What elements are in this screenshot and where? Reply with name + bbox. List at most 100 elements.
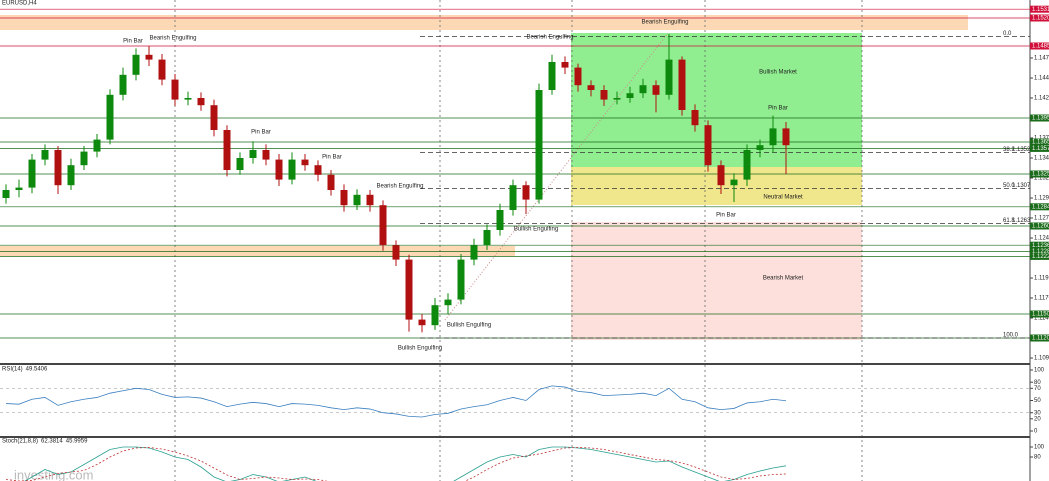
y-tick-label: 1.1095 [1034, 356, 1049, 362]
fib-level: 38.2 [1003, 147, 1015, 153]
level-label: 1.1357 [1032, 146, 1049, 152]
y-tick-label: 100 [1034, 445, 1045, 451]
candle-body [769, 128, 777, 146]
candle-body [392, 245, 400, 260]
candle-body [28, 159, 36, 188]
pattern-annotation: Pin Bar [123, 39, 143, 45]
level-label: 1.1228 [1032, 249, 1049, 255]
level-label: 1.1120 [1032, 336, 1049, 342]
pattern-annotation: Bearish Engulfing [526, 35, 573, 41]
y-tick-label: 1.1470 [1034, 56, 1049, 62]
candle-body [678, 59, 686, 110]
candle-body [457, 259, 465, 300]
level-label: 1.1395 [1032, 116, 1049, 122]
indicator-label: Stoch(21,8,8) [2, 439, 38, 445]
level-tag [1030, 203, 1049, 211]
candle-body [665, 59, 673, 95]
candle-body [145, 54, 153, 60]
candle-body [197, 98, 205, 106]
level-label: 1.1325 [1032, 172, 1049, 178]
level-tag [1030, 334, 1049, 342]
level-tag [1030, 222, 1049, 230]
candle-body [171, 79, 179, 100]
candle-body [522, 185, 530, 200]
candle-body [626, 93, 634, 98]
indicator-label: 45.9959 [66, 439, 88, 445]
y-tick-label: 1.1145 [1034, 316, 1049, 322]
indicator-line [24, 446, 787, 481]
indicator-label: 62.3814 [41, 439, 63, 445]
pattern-annotation: Pin Bar [716, 213, 736, 219]
candle-body [106, 94, 114, 140]
candle-body [184, 98, 192, 100]
candle-body [561, 62, 569, 68]
candle-body [41, 150, 49, 160]
y-tick-label: 100 [1034, 368, 1045, 374]
indicator-label: 49.5406 [26, 367, 48, 373]
y-tick-label: 80 [1034, 380, 1041, 386]
level-tag [1030, 5, 1049, 13]
candle-body [80, 151, 88, 166]
fib-level: 100.0 [1003, 333, 1019, 339]
candle-body [249, 150, 257, 158]
candle-body [639, 85, 647, 94]
indicator-line [5, 447, 787, 481]
candle-body [353, 194, 361, 206]
candle-body [470, 245, 478, 260]
level-tag [1030, 248, 1049, 256]
level-label: 1.1150 [1032, 312, 1049, 318]
candle-body [574, 67, 582, 86]
level-tag [1030, 42, 1049, 50]
pattern-annotation: Pin Bar [322, 155, 342, 161]
candle-body [717, 165, 725, 186]
neutral-zone [571, 167, 862, 205]
pattern-annotation: Bearish Market [763, 276, 804, 282]
level-tag [1030, 144, 1049, 152]
y-tick-label: 1.1270 [1034, 216, 1049, 222]
candle-body [600, 90, 608, 100]
resistance-zone [0, 15, 968, 30]
level-tag [1030, 241, 1049, 249]
candle-body [444, 299, 452, 306]
pattern-annotation: Pin Bar [251, 130, 271, 136]
candle-body [756, 145, 764, 150]
level-label: 1.1531 [1032, 7, 1049, 13]
candle-body [340, 190, 348, 206]
level-tag [1030, 252, 1049, 260]
support-zone [0, 246, 515, 256]
candle-body [483, 230, 491, 246]
candle-body [782, 128, 790, 146]
pattern-annotation: Bullish Market [759, 70, 797, 76]
candle-body [327, 174, 335, 190]
candle-body [314, 165, 322, 175]
candle-body [691, 110, 699, 126]
indicator-line [5, 385, 787, 418]
candle-body [431, 305, 439, 326]
candle-body [613, 98, 621, 100]
y-tick-label: 50 [1034, 398, 1041, 404]
watermark: investing.com [14, 467, 93, 481]
fib-level: 0.0 [1003, 31, 1012, 37]
fib-price: 1.1352 [1012, 147, 1031, 153]
level-tag [1030, 114, 1049, 122]
pattern-annotation: Bullish Engulfing [514, 227, 558, 233]
level-label: 1.1284 [1032, 204, 1049, 210]
level-label: 1.1485 [1032, 44, 1049, 50]
level-tag [1030, 170, 1049, 178]
pattern-annotation: Pin Bar [768, 106, 788, 112]
vertical-grid [174, 0, 863, 481]
candle-body [288, 159, 296, 180]
indicator-label: RSI(14) [2, 367, 23, 373]
candle-body [223, 130, 231, 170]
stoch-panel [5, 446, 787, 481]
candle-body [405, 259, 413, 320]
candle-body [15, 187, 23, 190]
level-tag [1030, 14, 1049, 22]
level-label: 1.1365 [1032, 140, 1049, 146]
level-label: 1.1222 [1032, 254, 1049, 260]
pattern-annotation: Bearish Engulfing [376, 184, 423, 190]
level-label: 1.1260 [1032, 224, 1049, 230]
pattern-annotation: Bearish Engulfing [149, 36, 196, 42]
